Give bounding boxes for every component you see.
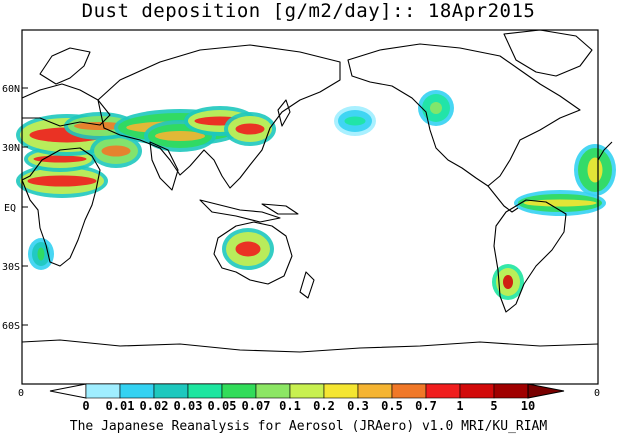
lat-label-30s: 30S (2, 262, 20, 273)
dust-blob-arabia-0-2 (101, 145, 131, 157)
colorbar-box-10 (425, 383, 461, 399)
colorbar-label-0: 0 (82, 399, 89, 413)
axis-end-label-right: 0 (594, 388, 600, 399)
dust-blob-sahara-west-0-2 (27, 175, 97, 187)
colorbar-box-6 (289, 383, 325, 399)
colorbar-box-12 (493, 383, 529, 399)
colorbar-label-12: 5 (490, 399, 497, 413)
colorbar-label-7: 0.2 (313, 399, 335, 413)
coast-asia (97, 44, 341, 189)
coast-south-america (493, 199, 567, 313)
lat-label-60n: 60N (2, 84, 20, 95)
coast-north-america (347, 43, 581, 187)
colorbar-label-1: 0.01 (106, 399, 135, 413)
dust-blob-caribbean-0-2 (587, 157, 603, 183)
lat-label-60s: 60S (2, 321, 20, 332)
colorbar-label-5: 0.07 (242, 399, 271, 413)
colorbar-label-3: 0.03 (174, 399, 203, 413)
colorbar-label-4: 0.05 (208, 399, 237, 413)
coast-india (149, 141, 179, 191)
latitude-axis: 60N 30N EQ 30S 60S 0 0 (2, 84, 600, 399)
coast-africa-right-edge (597, 141, 613, 161)
dust-deposition-field (16, 90, 616, 300)
colorbar-label-13: 10 (521, 399, 535, 413)
colorbar: 0 0.01 0.02 0.03 0.05 0.07 0.1 0.2 0.3 0.5 0.7 1 5 10 (49, 383, 565, 413)
colorbar-box-4 (221, 383, 257, 399)
coast-africa (21, 147, 101, 267)
footer-credit: The Japanese Reanalysis for Aerosol (JRA… (69, 419, 548, 434)
dust-region-australia (222, 228, 274, 270)
dust-region-north-america (418, 90, 454, 126)
coast-indonesia (199, 199, 281, 223)
coast-central-america (487, 185, 519, 213)
coastlines (21, 29, 613, 353)
dust-blob-australia-0-2 (235, 241, 261, 257)
colorbar-label-9: 0.5 (381, 399, 403, 413)
coast-greenland (503, 29, 593, 77)
dust-region-north-pacific (334, 106, 376, 136)
axis-end-label-left: 0 (18, 388, 24, 399)
dust-blob-south-africa-0-2 (37, 247, 45, 261)
colorbar-box-3 (187, 383, 223, 399)
colorbar-over-triangle (527, 383, 565, 399)
coast-antarctica (21, 339, 599, 353)
colorbar-box-1 (119, 383, 155, 399)
dust-blob-east-asia-1-2 (235, 123, 265, 135)
colorbar-label-6: 0.1 (279, 399, 301, 413)
map-title: Dust deposition [g/m2/day]:: 18Apr2015 (81, 0, 536, 22)
dust-blob-south-america-0-2 (503, 275, 513, 289)
colorbar-label-2: 0.02 (140, 399, 169, 413)
coast-japan (277, 99, 291, 127)
dust-region-east-asia (184, 106, 276, 146)
coast-scandinavia (39, 47, 91, 85)
colorbar-box-8 (357, 383, 393, 399)
colorbar-under-triangle (49, 383, 87, 399)
dust-region-caribbean (514, 144, 616, 216)
dust-region-south-africa (28, 238, 54, 270)
colorbar-box-7 (323, 383, 359, 399)
coast-europe (21, 83, 111, 127)
dust-blob-arabia-1-2 (74, 122, 126, 130)
colorbar-box-11 (459, 383, 495, 399)
coast-newzealand (299, 271, 315, 299)
dust-blob-central-asia-1-2 (155, 131, 205, 141)
coast-newguinea (261, 203, 299, 215)
colorbar-label-11: 1 (456, 399, 463, 413)
colorbar-box-9 (391, 383, 427, 399)
map-frame (21, 29, 599, 385)
colorbar-label-10: 0.7 (415, 399, 437, 413)
coast-australia (213, 221, 293, 285)
colorbar-box-5 (255, 383, 291, 399)
colorbar-label-8: 0.3 (347, 399, 369, 413)
dust-blob-north-america-0-2 (430, 102, 442, 114)
colorbar-box-2 (153, 383, 189, 399)
lat-label-eq: EQ (4, 203, 16, 214)
colorbar-box-0 (85, 383, 121, 399)
dust-blob-north-pacific-0-2 (344, 116, 366, 126)
lat-label-30n: 30N (2, 143, 20, 154)
